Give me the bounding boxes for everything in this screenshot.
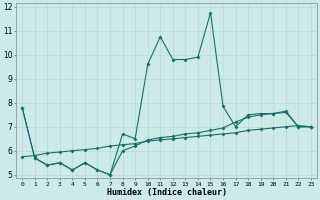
X-axis label: Humidex (Indice chaleur): Humidex (Indice chaleur) [107, 188, 227, 197]
